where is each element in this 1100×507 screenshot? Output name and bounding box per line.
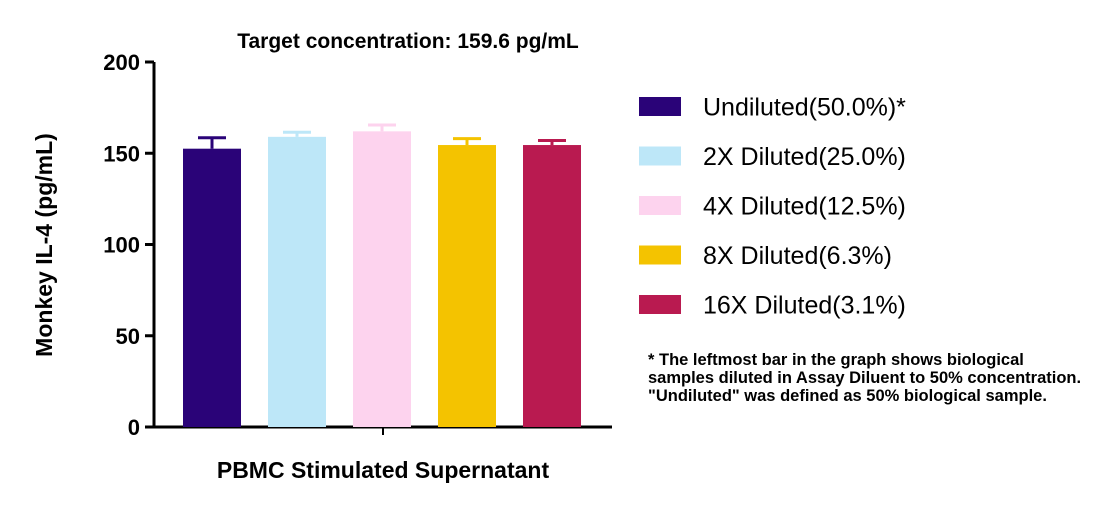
legend-swatch [639, 146, 681, 166]
bar [183, 148, 241, 427]
x-axis-label: PBMC Stimulated Supernatant [217, 457, 550, 483]
legend: Undiluted(50.0%)* 2X Diluted(25.0%) 4X Dil… [639, 94, 906, 320]
footnote: * The leftmost bar in the graph shows bi… [648, 351, 1082, 405]
legend-label: 4X Diluted(12.5%) [703, 193, 906, 221]
y-tick-label: 200 [103, 50, 140, 75]
legend-swatch [639, 295, 681, 314]
bars [183, 123, 581, 427]
bar [353, 131, 411, 427]
y-tick-label: 150 [103, 141, 140, 166]
legend-swatch [639, 245, 681, 265]
legend-label: 2X Diluted(25.0%) [703, 143, 906, 171]
legend-label: Undiluted(50.0%)* [703, 94, 906, 122]
bar [268, 136, 326, 427]
y-tick-label: 50 [116, 324, 140, 349]
bar [438, 145, 496, 427]
y-tick-label: 0 [128, 415, 140, 440]
bar [523, 145, 581, 427]
legend-swatch [639, 196, 681, 215]
y-tick-label: 100 [103, 233, 140, 258]
legend-swatch [639, 97, 681, 116]
chart-title: Target concentration: 159.6 pg/mL [237, 30, 579, 53]
legend-label: 8X Diluted(6.3%) [703, 242, 892, 270]
y-axis-label: Monkey IL-4 (pg/mL) [31, 133, 57, 357]
legend-label: 16X Diluted(3.1%) [703, 292, 906, 320]
